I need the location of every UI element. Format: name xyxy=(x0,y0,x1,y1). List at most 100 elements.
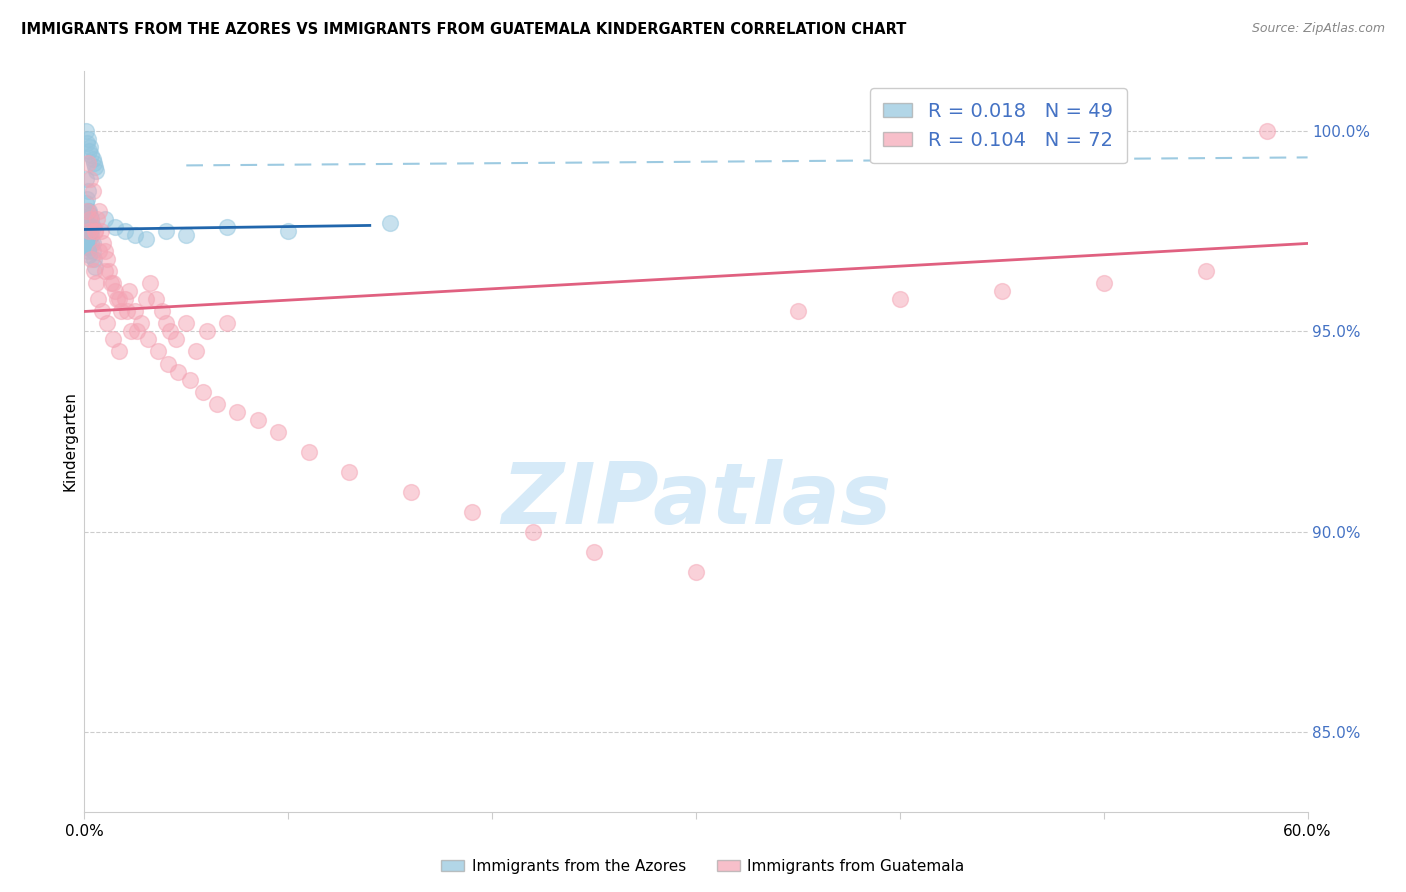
Point xyxy=(79,140,101,154)
Point xyxy=(131,317,153,331)
Point xyxy=(76,224,98,238)
Point xyxy=(84,277,107,291)
Point xyxy=(82,244,104,259)
Point xyxy=(77,204,100,219)
Point xyxy=(583,544,606,558)
Text: ZIPatlas: ZIPatlas xyxy=(501,459,891,542)
Point xyxy=(889,293,911,307)
Point xyxy=(75,236,97,251)
Point xyxy=(100,277,122,291)
Point xyxy=(79,220,101,235)
Point xyxy=(115,304,138,318)
Point xyxy=(195,325,218,339)
Point xyxy=(114,293,136,307)
Point xyxy=(138,277,160,291)
Point xyxy=(79,209,101,223)
Point xyxy=(82,220,104,235)
Point xyxy=(75,172,97,186)
Point xyxy=(108,344,131,359)
Point xyxy=(77,244,100,259)
Point xyxy=(82,236,104,251)
Point xyxy=(179,372,201,386)
Point xyxy=(76,232,98,246)
Point xyxy=(108,293,131,307)
Point xyxy=(75,124,97,138)
Point xyxy=(101,333,124,347)
Point xyxy=(135,232,157,246)
Point xyxy=(80,148,103,162)
Point xyxy=(90,224,112,238)
Point xyxy=(155,224,177,238)
Point xyxy=(167,364,190,378)
Point xyxy=(104,220,127,235)
Point xyxy=(118,285,141,299)
Point xyxy=(83,264,105,278)
Point xyxy=(1195,264,1218,278)
Point xyxy=(86,212,108,227)
Point xyxy=(84,164,107,178)
Point xyxy=(298,444,321,458)
Point xyxy=(159,325,181,339)
Point xyxy=(1092,277,1115,291)
Point xyxy=(174,228,197,243)
Point xyxy=(83,224,105,238)
Point xyxy=(145,293,167,307)
Point xyxy=(174,317,197,331)
Point xyxy=(79,172,101,186)
Text: IMMIGRANTS FROM THE AZORES VS IMMIGRANTS FROM GUATEMALA KINDERGARTEN CORRELATION: IMMIGRANTS FROM THE AZORES VS IMMIGRANTS… xyxy=(21,22,907,37)
Point xyxy=(186,344,208,359)
Point xyxy=(93,264,115,278)
Point xyxy=(165,333,187,347)
Legend: R = 0.018   N = 49, R = 0.104   N = 72: R = 0.018 N = 49, R = 0.104 N = 72 xyxy=(870,88,1126,163)
Point xyxy=(267,425,290,439)
Point xyxy=(76,204,98,219)
Point xyxy=(77,232,100,246)
Point xyxy=(76,240,98,254)
Point xyxy=(79,204,101,219)
Point xyxy=(77,185,100,199)
Point xyxy=(80,212,103,227)
Point xyxy=(217,317,239,331)
Point xyxy=(124,304,146,318)
Point xyxy=(87,244,110,259)
Point xyxy=(83,224,105,238)
Point xyxy=(83,252,105,267)
Point xyxy=(83,161,105,175)
Point xyxy=(80,252,103,267)
Point xyxy=(1256,124,1278,138)
Legend: Immigrants from the Azores, Immigrants from Guatemala: Immigrants from the Azores, Immigrants f… xyxy=(436,853,970,880)
Point xyxy=(79,228,101,243)
Point xyxy=(79,145,101,159)
Point xyxy=(787,304,810,318)
Point xyxy=(114,224,136,238)
Point xyxy=(136,333,159,347)
Point xyxy=(80,236,103,251)
Point xyxy=(80,228,103,243)
Point xyxy=(77,132,100,146)
Text: Source: ZipAtlas.com: Source: ZipAtlas.com xyxy=(1251,22,1385,36)
Point xyxy=(685,565,707,579)
Point xyxy=(110,304,132,318)
Point xyxy=(79,248,101,262)
Point xyxy=(79,224,101,238)
Point xyxy=(135,293,157,307)
Point xyxy=(105,293,128,307)
Point xyxy=(226,404,249,418)
Point xyxy=(380,216,402,230)
Point xyxy=(205,396,228,410)
Point xyxy=(101,277,124,291)
Point xyxy=(522,524,544,539)
Point xyxy=(91,236,114,251)
Point xyxy=(77,240,100,254)
Point xyxy=(83,156,105,170)
Point xyxy=(83,260,105,275)
Point xyxy=(93,244,115,259)
Point xyxy=(76,193,98,207)
Point xyxy=(96,317,118,331)
Point xyxy=(76,212,98,227)
Point xyxy=(146,344,169,359)
Point xyxy=(76,136,98,151)
Point xyxy=(120,325,142,339)
Point xyxy=(82,153,104,167)
Point xyxy=(75,224,97,238)
